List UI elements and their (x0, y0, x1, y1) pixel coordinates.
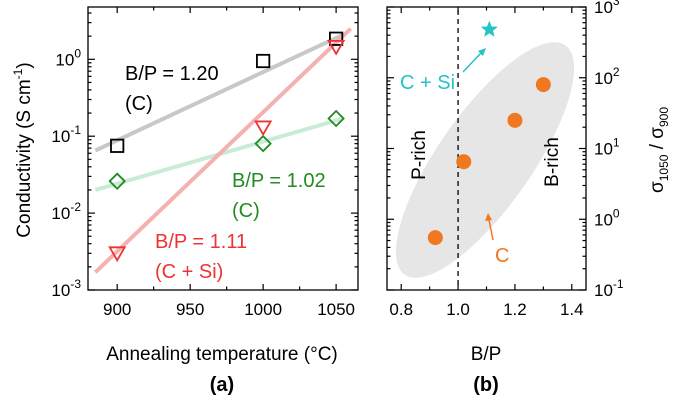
y-tick-label: 100 (55, 46, 81, 69)
panel-b-x-ticks: 0.8 1.0 1.2 1.4 (389, 7, 584, 319)
label-bp111: B/P = 1.11 (155, 231, 247, 253)
label-bp102-phase: (C) (232, 200, 260, 222)
arrow-c-si-shaft (462, 52, 482, 73)
x-tick-label: 1050 (317, 300, 355, 319)
panel-b-y-ticks: 10-1 100 101 102 103 (387, 0, 624, 300)
panel-b-markers (427, 20, 551, 246)
y-tick-label: 102 (594, 65, 620, 88)
panel-a-x-ticks: 900 950 1000 1050 (103, 7, 355, 319)
y-tick-label: 10-1 (51, 123, 81, 146)
x-tick-label: 0.8 (389, 300, 413, 319)
data-point-series-1 (254, 134, 272, 153)
y-tick-label: 10-1 (594, 277, 624, 300)
arrow-c-si-head (478, 48, 486, 56)
x-axis-label-a: Annealing temperature (°C) (106, 344, 338, 365)
correlation-ellipse (395, 42, 575, 278)
y-axis-label-a: Conductivity (S cm-1) (11, 62, 35, 237)
x-tick-label: 1.2 (503, 300, 527, 319)
fit-line-series-0 (94, 32, 345, 153)
arrow-c-head (485, 213, 492, 221)
y-tick-label: 10-3 (51, 277, 81, 300)
x-tick-label: 1000 (244, 300, 282, 319)
arrow-c-shaft (488, 219, 494, 241)
x-tick-label: 1.0 (446, 300, 470, 319)
label-bp120-phase: (C) (125, 93, 153, 115)
label-bp120: B/P = 1.20 (125, 63, 219, 85)
x-axis-label-b: B/P (471, 344, 502, 365)
y-tick-label: 103 (594, 0, 620, 17)
region-p-rich: P-rich (409, 130, 430, 180)
y-tick-label: 101 (594, 136, 620, 159)
data-point-series-1 (327, 109, 345, 128)
y-axis-label-b: σ1050 / σ900 (647, 107, 671, 193)
x-tick-label: 950 (176, 300, 204, 319)
data-point-series-2 (327, 39, 346, 56)
label-bp111-phase: (C + Si) (155, 261, 223, 283)
region-b-rich: B-rich (542, 137, 563, 187)
caption-b: (b) (473, 374, 499, 396)
data-point-series-2 (108, 246, 127, 263)
panel-a-fit-lines (93, 27, 353, 274)
data-point-c (427, 230, 443, 246)
data-point-series-0 (110, 138, 125, 153)
y-tick-label: 10-2 (51, 200, 81, 223)
data-point-c-si (480, 20, 498, 37)
fit-line-series-2 (93, 27, 353, 274)
y-tick-label: 100 (594, 206, 620, 229)
data-point-series-2 (254, 120, 273, 137)
label-c: C (495, 245, 509, 267)
label-c-si: C + Si (400, 72, 455, 94)
data-point-series-0 (256, 53, 271, 69)
panel-b: 0.8 1.0 1.2 1.4 10-1 100 101 102 103 P-rich B-r… (386, 0, 671, 396)
panel-a-y-ticks: 10-3 10-2 10-1 100 (51, 12, 358, 300)
panel-a: 900 950 1000 1050 10-3 10-2 10-1 100 B/P = 1.2… (11, 6, 359, 396)
data-point-c (456, 154, 472, 170)
panel-a-markers (108, 31, 346, 263)
caption-a: (a) (210, 374, 234, 396)
data-point-c (507, 112, 523, 128)
x-tick-label: 900 (103, 300, 131, 319)
data-point-series-1 (108, 172, 126, 190)
data-point-series-0 (329, 31, 344, 46)
data-point-c (535, 77, 551, 93)
x-tick-label: 1.4 (560, 300, 584, 319)
label-bp102: B/P = 1.02 (232, 170, 326, 192)
